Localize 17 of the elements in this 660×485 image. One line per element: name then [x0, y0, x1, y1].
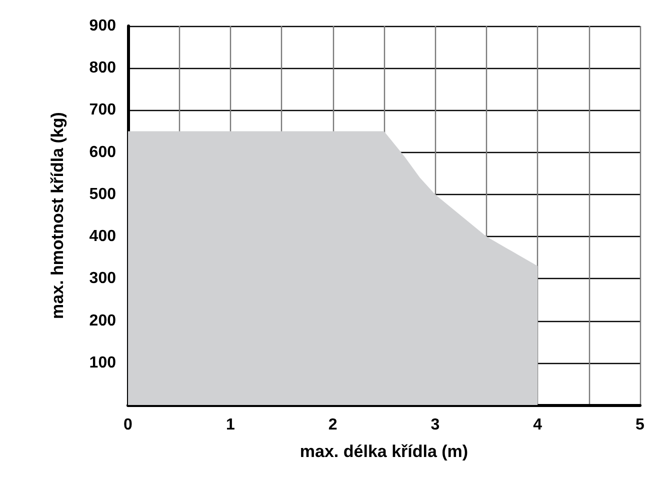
y-tick-label: 400: [89, 228, 116, 246]
x-tick-label: 1: [226, 416, 235, 434]
x-tick-label: 3: [430, 416, 440, 434]
y-tick-label: 300: [89, 270, 116, 288]
x-tick-label: 4: [533, 416, 542, 434]
x-tick-label: 2: [328, 416, 338, 434]
y-tick-label: 900: [89, 18, 116, 34]
y-tick-label: 200: [89, 312, 116, 330]
x-axis-title: max. délka křídla (m): [300, 442, 468, 461]
y-tick-label: 100: [89, 354, 116, 372]
x-tick-label: 5: [636, 416, 645, 434]
y-tick-label: 600: [89, 144, 116, 161]
y-tick-label: 800: [89, 60, 116, 77]
y-axis-title: max. hmotnost křídla (kg): [48, 112, 67, 319]
x-tick-label: 0: [124, 416, 133, 434]
y-tick-label: 500: [89, 186, 116, 203]
y-tick-label: 700: [89, 102, 116, 119]
